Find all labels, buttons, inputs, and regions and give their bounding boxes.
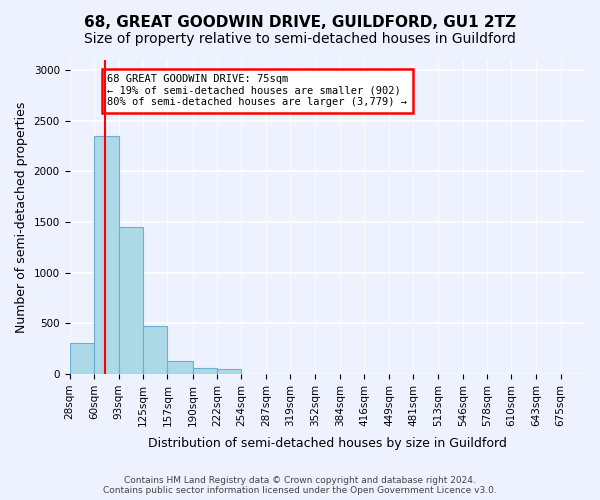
Y-axis label: Number of semi-detached properties: Number of semi-detached properties: [15, 102, 28, 332]
Bar: [94, 136, 119, 374]
Bar: [167, 361, 193, 374]
Bar: [70, 343, 94, 374]
Text: 68, GREAT GOODWIN DRIVE, GUILDFORD, GU1 2TZ: 68, GREAT GOODWIN DRIVE, GUILDFORD, GU1 …: [84, 15, 516, 30]
Text: Size of property relative to semi-detached houses in Guildford: Size of property relative to semi-detach…: [84, 32, 516, 46]
X-axis label: Distribution of semi-detached houses by size in Guildford: Distribution of semi-detached houses by …: [148, 437, 507, 450]
Bar: [119, 227, 143, 374]
Text: 68 GREAT GOODWIN DRIVE: 75sqm
← 19% of semi-detached houses are smaller (902)
80: 68 GREAT GOODWIN DRIVE: 75sqm ← 19% of s…: [107, 74, 407, 108]
Bar: [217, 370, 241, 374]
Bar: [143, 326, 167, 374]
Text: Contains HM Land Registry data © Crown copyright and database right 2024.
Contai: Contains HM Land Registry data © Crown c…: [103, 476, 497, 495]
Bar: [193, 368, 217, 374]
